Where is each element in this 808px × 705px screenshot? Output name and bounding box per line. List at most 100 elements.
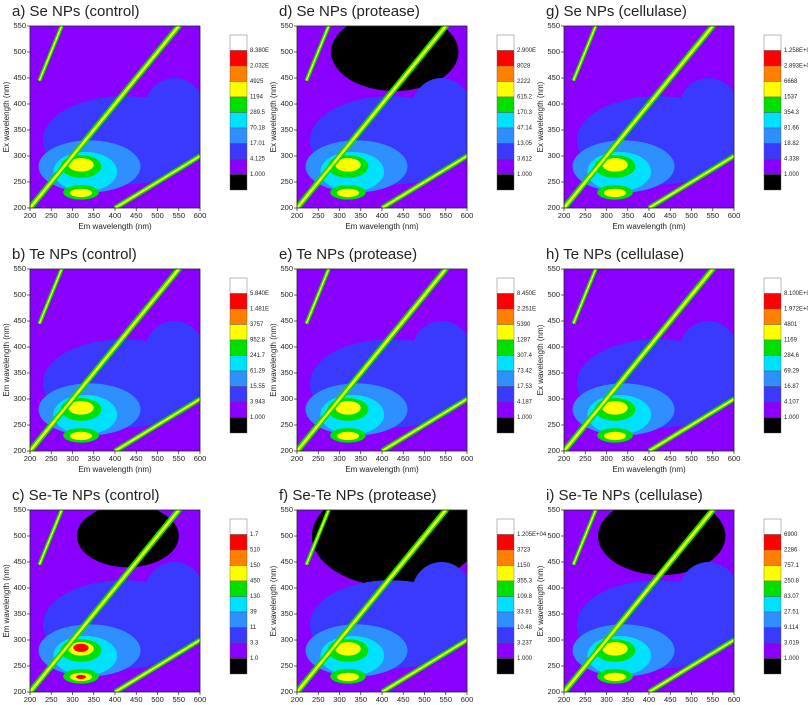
scatter-band	[564, 269, 715, 451]
x-tick-label: 300	[333, 211, 346, 220]
y-axis-label: Em wavelength (nm)	[2, 323, 11, 397]
colorbar-swatch	[229, 174, 248, 191]
colorbar-swatch	[229, 65, 248, 82]
colorbar-label: 16.87	[784, 384, 800, 390]
y-tick-label: 450	[280, 316, 293, 325]
colorbar-label: 170.3	[517, 110, 533, 116]
y-tick-label: 500	[547, 290, 560, 299]
colorbar-label: 6668	[784, 79, 798, 85]
colorbar-label: 355.3	[517, 579, 533, 585]
x-tick-label: 450	[397, 454, 410, 463]
y-axis-label: Em wavelength (nm)	[269, 323, 278, 397]
colorbar-label: 1.258E+05	[784, 48, 808, 54]
x-tick-label: 200	[24, 695, 37, 704]
colorbar-label: 3.3	[250, 641, 259, 647]
x-tick-label: 300	[333, 454, 346, 463]
y-tick-label: 350	[280, 125, 293, 134]
colorbar-swatch	[763, 96, 782, 113]
y-tick-label: 300	[547, 151, 560, 160]
colorbar-swatch	[496, 355, 515, 372]
x-tick-label: 500	[418, 454, 431, 463]
colorbar-label: 2286	[784, 548, 798, 554]
scatter-band	[572, 269, 597, 324]
colorbar-swatch	[763, 34, 782, 51]
x-tick-label: 250	[45, 211, 58, 220]
colorbar-swatch	[229, 549, 248, 566]
scatter-band	[305, 269, 330, 324]
panel-title: e) Te NPs (protease)	[279, 246, 417, 263]
contour-region	[69, 431, 93, 441]
x-tick-label: 300	[66, 211, 79, 220]
x-tick-label: 450	[664, 695, 677, 704]
colorbar-label: 4801	[784, 322, 798, 328]
contour-region	[335, 158, 361, 172]
scatter-band	[381, 397, 467, 451]
colorbar-swatch	[496, 596, 515, 613]
colorbar-label: 130	[250, 594, 261, 600]
colorbar-label: 1287	[517, 338, 531, 344]
colorbar-label: 17.53	[517, 384, 533, 390]
y-tick-label: 300	[547, 394, 560, 403]
y-tick-label: 250	[280, 420, 293, 429]
colorbar-label: 47.14	[517, 126, 533, 132]
colorbar-label: 109.8	[517, 594, 533, 600]
y-tick-label: 200	[13, 687, 26, 696]
y-tick-label: 350	[547, 368, 560, 377]
colorbar-swatch	[496, 642, 515, 659]
colorbar-swatch	[496, 34, 515, 51]
y-tick-label: 550	[13, 505, 26, 514]
colorbar-swatch	[229, 127, 248, 144]
colorbar-swatch	[496, 518, 515, 535]
colorbar-swatch	[229, 611, 248, 628]
colorbar-label: 2222	[517, 79, 531, 85]
y-tick-label: 500	[13, 290, 26, 299]
colorbar-label: 17.01	[250, 141, 266, 147]
y-tick-label: 400	[13, 99, 26, 108]
y-tick-label: 250	[547, 661, 560, 670]
x-tick-label: 500	[685, 454, 698, 463]
scatter-band	[572, 510, 597, 565]
colorbar-swatch	[763, 370, 782, 387]
y-tick-label: 500	[280, 47, 293, 56]
colorbar-swatch	[763, 143, 782, 160]
colorbar-swatch	[496, 401, 515, 418]
x-tick-label: 500	[151, 695, 164, 704]
x-tick-label: 400	[376, 695, 389, 704]
x-tick-label: 450	[664, 454, 677, 463]
y-tick-label: 550	[280, 505, 293, 514]
x-tick-label: 600	[194, 454, 207, 463]
colorbar-swatch	[229, 339, 248, 356]
x-axis-label: Em wavelength (nm)	[345, 222, 419, 231]
scatter-band	[648, 154, 734, 208]
colorbar-label: 450	[250, 579, 261, 585]
colorbar-swatch	[496, 65, 515, 82]
x-tick-label: 250	[312, 211, 325, 220]
panel-title: g) Se NPs (cellulase)	[546, 3, 687, 20]
scatter-band	[564, 26, 715, 208]
panel-title: a) Se NPs (control)	[12, 3, 140, 20]
y-tick-label: 550	[547, 264, 560, 273]
colorbar-swatch	[496, 308, 515, 325]
x-tick-label: 450	[664, 211, 677, 220]
x-tick-label: 550	[439, 454, 452, 463]
y-tick-label: 350	[547, 609, 560, 618]
colorbar-swatch	[496, 81, 515, 98]
contour-region	[336, 431, 360, 441]
colorbar-label: 5390	[517, 322, 531, 328]
x-tick-label: 450	[397, 695, 410, 704]
x-axis-label: Em wavelength (nm)	[78, 222, 152, 231]
colorbar-label: 1.7	[250, 532, 259, 538]
colorbar-label: 1.000	[250, 172, 266, 178]
colorbar-label: 510	[250, 548, 261, 554]
colorbar-label: 8028	[517, 64, 531, 70]
y-tick-label: 300	[547, 635, 560, 644]
contour-region	[678, 78, 734, 141]
colorbar-swatch	[229, 596, 248, 613]
y-tick-label: 350	[547, 125, 560, 134]
colorbar-swatch	[496, 143, 515, 160]
x-tick-label: 250	[579, 454, 592, 463]
y-axis-label: Ex wavelength (nm)	[536, 324, 545, 395]
contour-map	[297, 510, 467, 692]
colorbar-label: 3.612	[517, 157, 533, 163]
contour-region	[678, 562, 734, 625]
